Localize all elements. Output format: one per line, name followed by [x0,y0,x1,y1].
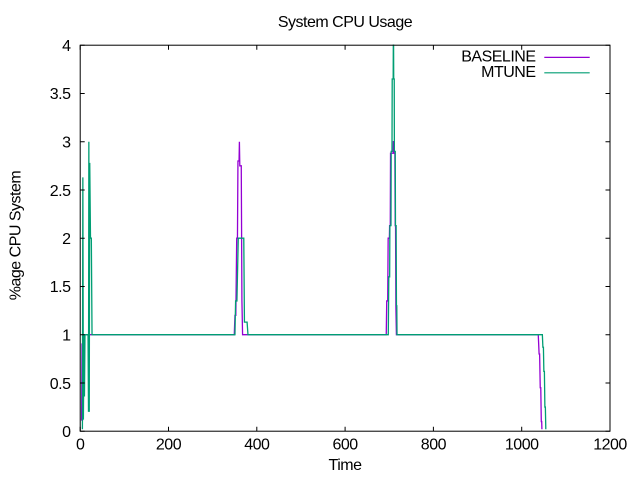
svg-text:1.5: 1.5 [50,279,71,296]
svg-text:MTUNE: MTUNE [481,64,535,81]
svg-text:3: 3 [62,135,71,152]
svg-text:0: 0 [62,424,71,441]
svg-text:4: 4 [62,38,71,55]
svg-text:0.5: 0.5 [50,376,71,393]
svg-text:1200: 1200 [593,437,627,454]
svg-text:System CPU Usage: System CPU Usage [278,14,413,31]
svg-text:0: 0 [76,437,85,454]
svg-text:600: 600 [332,437,358,454]
svg-text:%age CPU System: %age CPU System [8,171,25,301]
svg-text:2: 2 [62,231,71,248]
svg-text:200: 200 [156,437,182,454]
svg-text:800: 800 [421,437,447,454]
svg-text:1: 1 [62,328,71,345]
svg-text:2.5: 2.5 [50,183,71,200]
svg-text:Time: Time [329,457,363,474]
svg-text:1000: 1000 [505,437,539,454]
svg-text:400: 400 [244,437,270,454]
svg-text:3.5: 3.5 [50,86,71,103]
svg-text:BASELINE: BASELINE [461,49,535,66]
